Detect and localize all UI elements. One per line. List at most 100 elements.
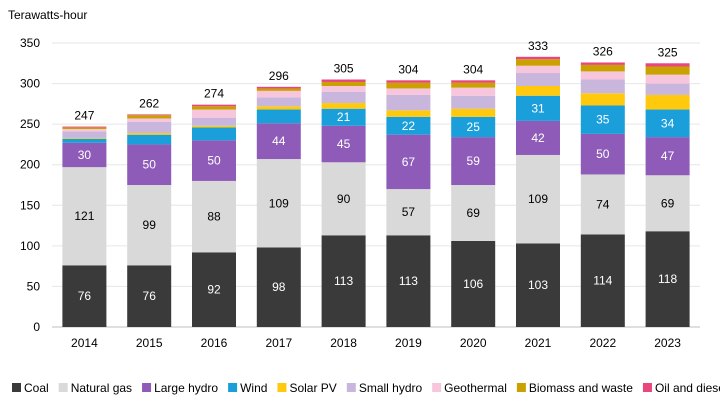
legend-label: Large hydro — [154, 381, 218, 395]
bar-segment — [256, 123, 301, 160]
segment-value-label: 92 — [207, 283, 221, 297]
segment-value-label: 69 — [661, 196, 675, 210]
segment-value-label: 109 — [269, 196, 289, 210]
bar-segment — [516, 95, 560, 121]
x-tick-label: 2019 — [395, 336, 422, 350]
legend-label: Biomass and waste — [529, 381, 633, 395]
bar-segment — [127, 265, 172, 327]
bar-segment — [127, 115, 172, 119]
bar-segment — [321, 125, 366, 163]
bar-segment — [451, 116, 496, 138]
bar-segment — [256, 109, 301, 124]
bar-segment — [256, 247, 301, 327]
bar-segment — [127, 144, 172, 185]
bar-segment — [451, 82, 496, 88]
bar-segment — [321, 103, 366, 109]
bar-segment — [192, 127, 236, 141]
segment-value-label: 50 — [596, 147, 610, 161]
y-tick-label: 300 — [20, 77, 40, 91]
bar-segment — [62, 138, 107, 143]
legend-swatch — [277, 383, 287, 392]
legend-swatch — [516, 383, 526, 392]
segment-value-label: 57 — [402, 205, 416, 219]
bar-segment — [451, 95, 496, 109]
bar-segment — [645, 109, 690, 138]
bar-segment — [451, 87, 496, 96]
bar-segment — [580, 234, 625, 327]
segment-value-label: 90 — [337, 192, 351, 206]
segment-value-label: 74 — [596, 197, 610, 211]
bar-segment — [62, 137, 107, 139]
bar-segment — [321, 81, 366, 87]
legend-label: Natural gas — [71, 381, 132, 395]
bar-segment — [580, 93, 625, 106]
bar-segment — [62, 126, 107, 128]
segment-value-label: 59 — [467, 154, 481, 168]
y-axis-title: Terawatts-hour — [8, 8, 87, 22]
segment-value-label: 21 — [337, 110, 351, 124]
bar-segment — [645, 66, 690, 75]
legend-swatch — [642, 383, 652, 392]
bar-segment — [386, 116, 431, 135]
bar-segment — [321, 86, 366, 92]
x-tick-label: 2021 — [525, 336, 552, 350]
bar-segment — [62, 131, 107, 138]
segment-value-label: 22 — [402, 119, 416, 133]
segment-value-label: 30 — [78, 148, 92, 162]
segment-value-label: 121 — [74, 209, 94, 223]
legend-label: Geothermal — [444, 381, 507, 395]
bar-segment — [256, 106, 301, 110]
bar-segment — [192, 104, 236, 107]
segment-value-label: 99 — [143, 218, 157, 232]
segment-value-label: 35 — [596, 113, 610, 127]
segment-value-label: 25 — [467, 120, 481, 134]
segment-value-label: 42 — [531, 131, 545, 145]
x-tick-label: 2022 — [589, 336, 616, 350]
bar-segment — [62, 127, 107, 130]
bar-segment — [127, 114, 172, 116]
bar-segment — [256, 90, 301, 98]
x-tick-label: 2014 — [71, 336, 98, 350]
bar-segment — [127, 133, 172, 135]
legend-label: Oil and diesel — [655, 381, 720, 395]
bar-segment — [386, 189, 431, 236]
bar-segment — [580, 62, 625, 65]
y-tick-label: 250 — [20, 117, 40, 131]
bar-segment — [451, 185, 496, 241]
segment-value-label: 103 — [528, 278, 548, 292]
total-value-label: 304 — [463, 62, 483, 76]
segment-value-label: 113 — [334, 274, 353, 288]
x-tick-label: 2015 — [136, 336, 163, 350]
bars: 76 121 30 247 76 99 50 262 92 88 50 274 98 109 44 296 11… — [62, 39, 690, 327]
bar-segment — [192, 106, 236, 110]
segment-value-label: 98 — [272, 280, 286, 294]
x-tick-label: 2018 — [330, 336, 357, 350]
bar-segment — [516, 59, 560, 66]
bar-segment — [516, 120, 560, 155]
bar-segment — [192, 140, 236, 181]
bar-segment — [516, 86, 560, 96]
bar-segment — [62, 142, 107, 168]
bar-segment — [192, 180, 236, 253]
x-tick-label: 2017 — [265, 336, 292, 350]
segment-value-label: 50 — [143, 158, 157, 172]
segment-value-label: 31 — [531, 101, 545, 115]
x-tick-label: 2023 — [654, 336, 681, 350]
bar-segment — [321, 235, 366, 327]
bar-segment — [321, 79, 366, 82]
total-value-label: 247 — [74, 109, 94, 123]
y-tick-label: 350 — [20, 36, 40, 50]
x-tick-label: 2020 — [460, 336, 487, 350]
bar-segment — [645, 63, 690, 67]
bar-segment — [127, 134, 172, 145]
bar-segment — [516, 154, 560, 244]
bar-segment — [386, 235, 431, 327]
bar-segment — [386, 110, 431, 117]
bar-segment — [192, 125, 236, 128]
bar-segment — [386, 88, 431, 95]
bar-segment — [451, 108, 496, 117]
segment-value-label: 44 — [272, 134, 286, 148]
bar-segment — [580, 105, 625, 134]
bar-segment — [580, 64, 625, 72]
segment-value-label: 114 — [593, 274, 612, 288]
